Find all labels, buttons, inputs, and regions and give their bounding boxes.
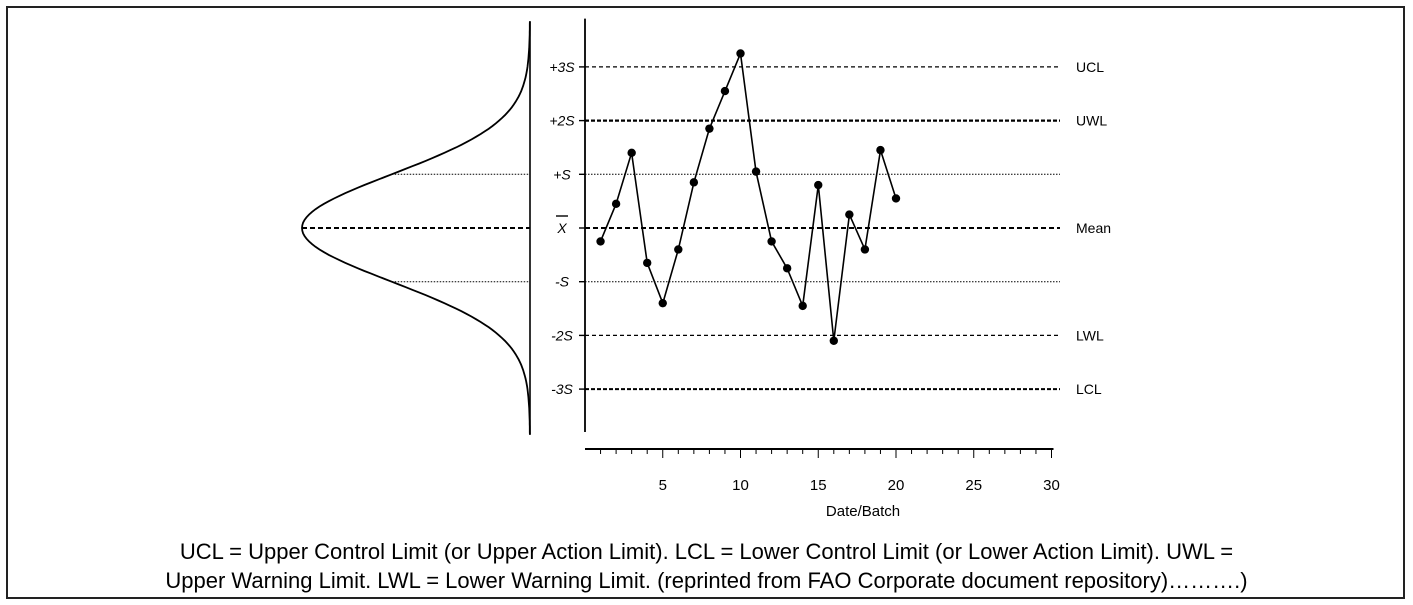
caption-line-1: UCL = Upper Control Limit (or Upper Acti… xyxy=(179,539,1234,564)
x-tick-label-2: 15 xyxy=(810,477,827,494)
data-point-4 xyxy=(643,258,652,268)
y-level-label-2: +S xyxy=(553,166,571,182)
level-right-label-6: LCL xyxy=(1076,381,1102,397)
data-point-16 xyxy=(829,336,838,345)
y-level-label-3: X xyxy=(556,220,567,236)
y-level-label-1: +2S xyxy=(549,113,575,129)
figure-frame xyxy=(6,6,1405,599)
data-point-8 xyxy=(705,124,714,133)
data-point-10 xyxy=(736,49,745,58)
level-right-label-5: LWL xyxy=(1076,327,1104,343)
y-level-label-6: -3S xyxy=(551,381,573,397)
x-axis-label: Date/Batch xyxy=(826,503,900,520)
series-line-0 xyxy=(599,50,897,341)
data-point-15 xyxy=(814,180,823,190)
level-right-label-1: UWL xyxy=(1076,113,1107,129)
figure-caption: UCL = Upper Control Limit (or Upper Acti… xyxy=(0,537,1413,595)
data-point-9 xyxy=(720,86,730,96)
data-point-14 xyxy=(798,301,807,311)
data-point-3 xyxy=(627,148,636,158)
y-level-label-5: -2S xyxy=(551,327,573,343)
data-point-12 xyxy=(767,237,776,246)
x-tick-label-3: 20 xyxy=(888,477,905,494)
x-tick-label-1: 10 xyxy=(732,477,749,494)
y-level-label-4: -S xyxy=(555,274,570,290)
control-levels-group: +3S UCL +2S UWL +S X Mean -S -2S LWL -3S LCL xyxy=(302,59,1111,397)
data-point-17 xyxy=(845,210,854,219)
data-point-20 xyxy=(891,194,901,203)
caption-line-2: Upper Warning Limit. LWL = Lower Warning… xyxy=(165,568,1248,593)
level-right-label-0: UCL xyxy=(1076,59,1104,75)
data-point-19 xyxy=(876,145,885,155)
data-point-13 xyxy=(782,264,792,273)
data-point-2 xyxy=(611,199,621,209)
y-level-label-0: +3S xyxy=(549,59,575,75)
axes-group: 5 10 15 20 25 30 xyxy=(579,18,1060,494)
series-group xyxy=(596,49,901,345)
data-point-5 xyxy=(658,298,667,308)
data-point-7 xyxy=(689,178,699,187)
data-point-6 xyxy=(674,245,683,254)
data-point-11 xyxy=(751,167,761,176)
data-point-1 xyxy=(596,237,605,246)
data-point-18 xyxy=(860,245,870,254)
x-tick-label-0: 5 xyxy=(659,477,667,494)
x-tick-label-5: 30 xyxy=(1043,477,1060,494)
x-tick-label-4: 25 xyxy=(965,477,982,494)
level-right-label-3: Mean xyxy=(1076,220,1111,236)
